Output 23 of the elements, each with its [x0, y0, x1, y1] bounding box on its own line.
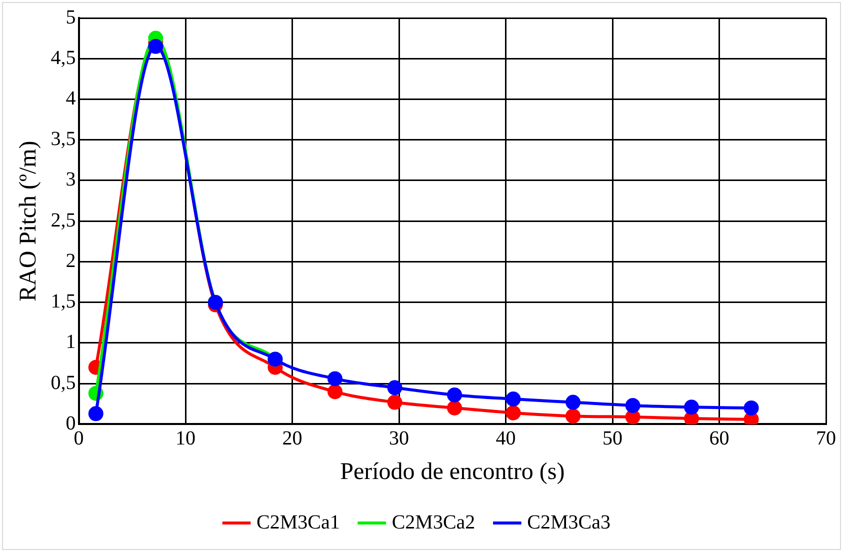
x-tick-label: 10: [176, 427, 196, 450]
y-tick-label: 2: [66, 250, 76, 272]
legend-label: C2M3Ca2: [392, 511, 476, 534]
y-tick-label: 3: [66, 168, 76, 191]
y-tick-label: 5: [66, 6, 76, 28]
x-tick-label: 70: [816, 427, 836, 450]
y-axis-title: RAO Pitch (º/m): [16, 140, 42, 302]
y-tick-label: 1,5: [50, 290, 76, 313]
y-tick-label: 4,5: [50, 46, 76, 69]
y-tick-label: 2,5: [50, 209, 76, 232]
y-tick-label: 0: [66, 412, 76, 434]
x-axis-title: Período de encontro (s): [340, 458, 565, 485]
legend-label: C2M3Ca3: [527, 511, 611, 534]
y-tick-label: 3,5: [50, 128, 76, 150]
x-tick-label: 30: [389, 427, 410, 450]
x-tick-label: 20: [282, 427, 302, 450]
x-tick-label: 60: [709, 427, 730, 450]
y-tick-label: 1: [66, 331, 76, 354]
x-tick-label: 50: [602, 427, 623, 450]
legend-label: C2M3Ca1: [256, 511, 340, 534]
x-tick-label: 40: [496, 427, 516, 450]
y-tick-label: 0,5: [50, 372, 76, 394]
y-tick-label: 4: [66, 87, 76, 110]
